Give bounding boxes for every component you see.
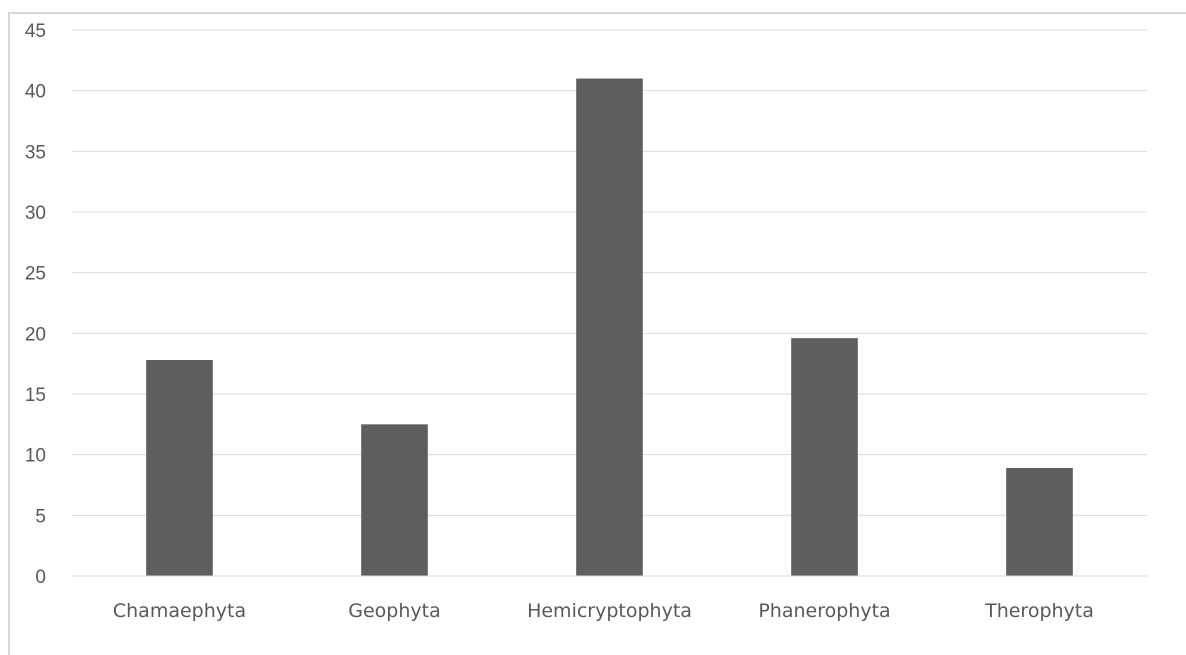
bar-hemicryptophyta xyxy=(576,79,643,576)
bar-phanerophyta xyxy=(791,338,858,576)
x-category-label: Geophyta xyxy=(348,600,440,622)
x-category-label: Therophyta xyxy=(984,600,1094,622)
y-tick-label: 15 xyxy=(25,385,46,406)
x-category-label: Chamaephyta xyxy=(113,600,246,622)
bar-geophyta xyxy=(361,424,428,576)
y-tick-label: 40 xyxy=(25,82,46,103)
y-tick-label: 20 xyxy=(25,324,46,345)
y-tick-label: 35 xyxy=(25,142,46,163)
y-tick-label: 30 xyxy=(25,203,46,224)
y-axis-ticks: 0 5 10 15 20 25 30 35 40 45 xyxy=(25,21,46,588)
bar-chamaephyta xyxy=(146,360,213,576)
bar-therophyta xyxy=(1006,468,1073,576)
x-category-label: Hemicryptophyta xyxy=(527,600,692,622)
y-tick-label: 45 xyxy=(25,21,46,42)
y-tick-label: 10 xyxy=(25,446,46,467)
x-axis-categories: Chamaephyta Geophyta Hemicryptophyta Phaner… xyxy=(113,600,1094,622)
y-tick-label: 5 xyxy=(35,506,46,527)
bars xyxy=(146,79,1073,576)
y-tick-label: 25 xyxy=(25,264,46,285)
y-tick-label: 0 xyxy=(35,567,46,588)
x-category-label: Phanerophyta xyxy=(758,600,890,622)
